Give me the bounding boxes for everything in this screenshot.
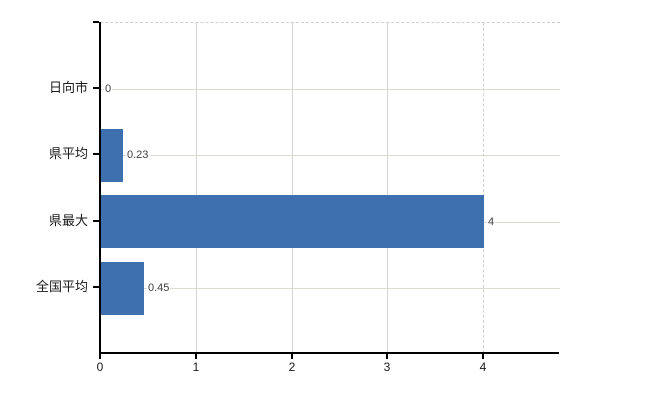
gridline-vertical <box>196 23 197 353</box>
gridline-vertical <box>292 23 293 353</box>
x-axis-tick <box>195 354 197 359</box>
bar-value-label: 0.23 <box>126 147 150 163</box>
y-axis-end-tick <box>93 21 99 23</box>
x-tick-label: 4 <box>479 360 487 374</box>
x-axis-line <box>99 352 559 354</box>
bar-value-label: 4 <box>487 214 496 230</box>
y-axis-tick <box>93 87 99 89</box>
gridline-vertical <box>387 23 388 353</box>
y-axis-tick <box>93 153 99 155</box>
bar-value-label: 0 <box>104 81 113 97</box>
x-axis-tick <box>386 354 388 359</box>
x-tick-label: 3 <box>383 360 391 374</box>
gridline-horizontal <box>100 288 560 289</box>
plot-area: 0 0.23 4 0.45 <box>100 22 560 353</box>
bar <box>101 129 123 182</box>
gridline-horizontal <box>100 89 560 90</box>
gridline-horizontal <box>100 155 560 156</box>
y-axis-tick <box>93 286 99 288</box>
category-label: 県最大 <box>48 213 88 228</box>
x-tick-label: 2 <box>288 360 296 374</box>
category-label: 全国平均 <box>35 279 88 294</box>
category-label: 県平均 <box>48 146 88 161</box>
x-axis-tick <box>482 354 484 359</box>
x-axis-tick <box>99 354 101 359</box>
y-axis-tick <box>93 220 99 222</box>
x-tick-label: 0 <box>96 360 104 374</box>
bar-value-label: 0.45 <box>147 280 171 296</box>
x-axis-tick <box>291 354 293 359</box>
x-tick-label: 1 <box>192 360 200 374</box>
bar <box>101 195 484 248</box>
y-axis-line <box>99 22 101 353</box>
category-label: 日向市 <box>48 80 88 95</box>
bar <box>101 262 144 315</box>
dashed-gridline-vertical <box>483 23 484 353</box>
